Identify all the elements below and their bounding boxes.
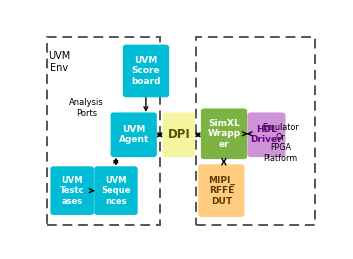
FancyBboxPatch shape — [201, 109, 247, 159]
Text: UVM
Score
board: UVM Score board — [131, 56, 161, 86]
FancyBboxPatch shape — [198, 164, 244, 217]
Text: UVM
Testc
ases: UVM Testc ases — [60, 176, 84, 206]
Bar — [47, 37, 160, 225]
FancyBboxPatch shape — [110, 112, 157, 157]
FancyBboxPatch shape — [50, 166, 94, 215]
FancyBboxPatch shape — [123, 45, 169, 97]
Text: UVM
Agent: UVM Agent — [119, 125, 149, 145]
Text: Analysis
Ports: Analysis Ports — [69, 98, 104, 118]
Text: DPI: DPI — [167, 128, 190, 141]
Text: Emulator
Or
FPGA
Platform: Emulator Or FPGA Platform — [262, 123, 299, 163]
Bar — [196, 37, 315, 225]
Text: UVM
Env: UVM Env — [48, 51, 70, 73]
FancyBboxPatch shape — [247, 112, 286, 157]
FancyBboxPatch shape — [163, 112, 195, 157]
FancyBboxPatch shape — [94, 166, 138, 215]
Text: MIPI_
RFFE
DUT: MIPI_ RFFE DUT — [208, 176, 235, 206]
Text: SimXL
Wrapp
er: SimXL Wrapp er — [208, 119, 240, 149]
Text: UVM
Seque
nces: UVM Seque nces — [101, 176, 131, 206]
Text: HDL
Driver: HDL Driver — [251, 125, 282, 145]
